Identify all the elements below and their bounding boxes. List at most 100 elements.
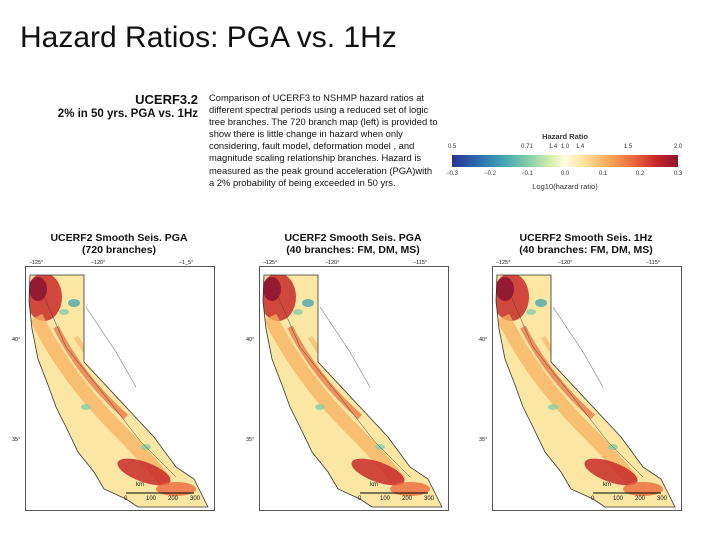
map-subtitle-line: (40 branches: FM, DM, MS) xyxy=(286,244,420,256)
scale-tick: 200 xyxy=(402,496,413,502)
hazard-patch xyxy=(315,404,325,410)
hazard-band xyxy=(53,325,128,420)
legend-units: Log10(hazard ratio) xyxy=(532,182,598,191)
map-canvas xyxy=(262,274,443,508)
hazard-patch xyxy=(263,277,281,301)
legend-ratio-label: 1.5 xyxy=(623,144,633,150)
legend-log-label: −0.2 xyxy=(484,171,496,177)
map-panel-720: UCERF2 Smooth Seis. PGA (720 branches) −… xyxy=(12,232,219,511)
lat-tick: 35° xyxy=(479,437,488,443)
lat-tick: 40° xyxy=(12,337,21,343)
map-subtitle-line: (720 branches) xyxy=(81,244,157,256)
hazard-patch xyxy=(350,394,360,400)
hazard-patch xyxy=(91,364,101,370)
lon-tick: −115° xyxy=(645,260,661,266)
lon-tick: −120° xyxy=(324,260,340,266)
map-panel-40-pga: UCERF2 Smooth Seis. PGA (40 branches: FM… xyxy=(246,232,453,511)
scale-tick: 300 xyxy=(424,496,435,502)
fault-trace xyxy=(319,306,371,388)
hazard-ratio-map: −125° −120° −1_5° 40° 35° km 0 100 200 300 xyxy=(12,260,215,511)
lon-tick: −120° xyxy=(557,260,573,266)
legend-log-label: −0.3 xyxy=(446,171,458,177)
fault-trace xyxy=(552,306,604,388)
map-canvas xyxy=(495,274,676,508)
color-legend: Hazard Ratio 0.5 0.71 1.4 1.0 1.4 1.5 2.… xyxy=(440,132,690,194)
lat-tick: 35° xyxy=(12,437,21,443)
legend-log-label: −0.1 xyxy=(521,171,533,177)
hazard-patch xyxy=(161,424,171,430)
figure-description: Comparison of UCERF3 to NSHMP hazard rat… xyxy=(209,92,438,188)
scale-tick: 100 xyxy=(380,496,391,502)
california-landmass xyxy=(496,275,675,507)
hazard-patch xyxy=(116,394,126,400)
map-title-line: UCERF2 Smooth Seis. PGA xyxy=(284,232,422,244)
lon-tick: −125° xyxy=(28,260,44,266)
hazard-patch xyxy=(583,394,593,400)
lon-tick: −125° xyxy=(495,260,511,266)
figure-subtitle: 2% in 50 yrs. PGA vs. 1Hz xyxy=(57,108,198,120)
fault-trace xyxy=(85,306,137,388)
legend-ratio-label: 2.0 xyxy=(673,144,683,150)
scale-tick: 0 xyxy=(358,496,362,502)
legend-ratio-label: 1.4 xyxy=(575,144,585,150)
map-subtitle-line: (40 branches: FM, DM, MS) xyxy=(519,244,653,256)
fault-trace xyxy=(506,286,644,478)
legend-title: Hazard Ratio xyxy=(542,132,588,141)
hazard-patch xyxy=(59,309,69,315)
lon-tick: −115° xyxy=(412,260,428,266)
hazard-band xyxy=(29,313,172,487)
scale-label: km xyxy=(603,482,611,488)
hazard-ratio-map: −125° −120° −115° 40° 35° km 0 100 200 300 xyxy=(246,260,449,511)
lon-tick: −125° xyxy=(262,260,278,266)
legend-ratio-label: 0.71 xyxy=(521,144,533,150)
fault-trace xyxy=(39,286,177,478)
scale-label: km xyxy=(370,482,378,488)
hazard-ratio-map: −125° −120° −115° 40° 35° km 0 100 200 300 xyxy=(479,260,682,511)
california-landmass xyxy=(263,275,442,507)
hazard-patch xyxy=(29,277,47,301)
legend-ratio-label: 0.5 xyxy=(447,144,457,150)
figure-header: UCERF3.2 2% in 50 yrs. PGA vs. 1Hz xyxy=(30,92,198,122)
hazard-patch xyxy=(390,482,430,496)
scale-tick: 300 xyxy=(657,496,668,502)
hazard-band xyxy=(520,325,595,420)
hazard-patch xyxy=(117,458,171,486)
hazard-patch xyxy=(68,299,80,307)
legend-log-label: 0.0 xyxy=(560,171,570,177)
hazard-patch xyxy=(584,458,638,486)
map-title-line: UCERF2 Smooth Seis. PGA xyxy=(50,232,188,244)
hazard-patch xyxy=(325,364,335,370)
hazard-patch xyxy=(623,482,663,496)
hazard-patch xyxy=(535,299,547,307)
hazard-band xyxy=(263,313,406,487)
lon-tick: −1_5° xyxy=(178,260,194,266)
map-canvas xyxy=(28,274,209,508)
legend-ratio-label: 1.0 xyxy=(560,144,570,150)
hazard-patch xyxy=(548,404,558,410)
hazard-patch xyxy=(526,309,536,315)
hazard-patch xyxy=(81,404,91,410)
legend-log-label: 0.2 xyxy=(635,171,645,177)
scale-tick: 0 xyxy=(591,496,595,502)
scale-tick: 100 xyxy=(146,496,157,502)
hazard-patch xyxy=(395,424,405,430)
scale-tick: 200 xyxy=(635,496,646,502)
hazard-patch xyxy=(302,299,314,307)
legend-ratio-label: 1.4 xyxy=(548,144,558,150)
scale-tick: 200 xyxy=(168,496,179,502)
map-title: UCERF2 Smooth Seis. PGA (720 branches) xyxy=(19,232,219,260)
scale-tick: 300 xyxy=(190,496,201,502)
lon-tick: −120° xyxy=(90,260,106,266)
lat-tick: 40° xyxy=(246,337,255,343)
hazard-patch xyxy=(628,424,638,430)
legend-log-label: 0.3 xyxy=(673,171,683,177)
lat-tick: 40° xyxy=(479,337,488,343)
hazard-patch xyxy=(496,277,514,301)
california-landmass xyxy=(29,275,208,507)
legend-ratio-labels: 0.5 0.71 1.4 1.0 1.4 1.5 2.0 xyxy=(440,144,690,154)
map-title-line: UCERF2 Smooth Seis. 1Hz xyxy=(519,232,653,244)
state-outline xyxy=(262,274,443,508)
hazard-patch xyxy=(293,309,303,315)
map-title: UCERF2 Smooth Seis. 1Hz (40 branches: FM… xyxy=(486,232,686,260)
hazard-patch xyxy=(156,482,196,496)
